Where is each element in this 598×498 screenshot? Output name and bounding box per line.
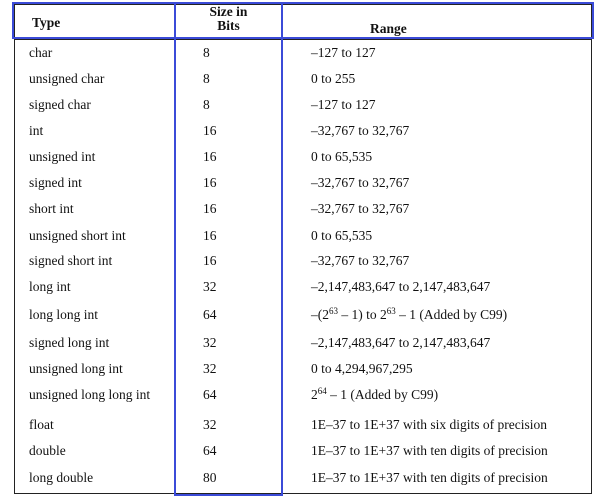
cell-type: short int	[29, 201, 74, 216]
cell-bits: 16	[203, 149, 217, 164]
cell-range: 0 to 4,294,967,295	[311, 361, 413, 376]
header-type: Type	[32, 15, 61, 30]
cell-range: –2,147,483,647 to 2,147,483,647	[311, 279, 491, 294]
cell-range: –(263 – 1) to 263 – 1 (Added by C99)	[311, 304, 507, 326]
exponent: 63	[386, 306, 396, 316]
header-size-in-bits: Size in Bits	[174, 5, 283, 33]
table-frame	[14, 4, 592, 494]
cell-bits: 32	[203, 417, 217, 432]
table-row: signed char 8 –127 to 127	[0, 94, 598, 116]
cell-bits: 16	[203, 123, 217, 138]
table-row: int 16 –32,767 to 32,767	[0, 120, 598, 142]
cell-bits: 64	[203, 307, 217, 322]
table-row: unsigned long int 32 0 to 4,294,967,295	[0, 358, 598, 380]
cell-type: unsigned short int	[29, 228, 126, 243]
cell-range: –32,767 to 32,767	[311, 201, 410, 216]
cell-bits: 16	[203, 253, 217, 268]
table-row: unsigned long long int 64 264 – 1 (Added…	[0, 384, 598, 406]
cell-bits: 80	[203, 470, 217, 485]
cell-range: –32,767 to 32,767	[311, 253, 410, 268]
range-text: –(2	[311, 307, 329, 322]
cell-range: 0 to 65,535	[311, 149, 373, 164]
cell-range: –127 to 127	[311, 45, 376, 60]
cell-type: long long int	[29, 307, 99, 322]
cell-bits: 32	[203, 335, 217, 350]
table-row: float 32 1E–37 to 1E+37 with six digits …	[0, 414, 598, 436]
table-row: unsigned short int 16 0 to 65,535	[0, 225, 598, 247]
cell-type: int	[29, 123, 44, 138]
header-divider	[14, 39, 592, 40]
header-highlight-box	[12, 2, 594, 39]
cell-range: –32,767 to 32,767	[311, 123, 410, 138]
exponent: 63	[329, 306, 338, 316]
cell-bits: 8	[203, 71, 210, 86]
table-row: long double 80 1E–37 to 1E+37 with ten d…	[0, 467, 598, 489]
table-row: unsigned char 8 0 to 255	[0, 68, 598, 90]
cell-bits: 8	[203, 45, 210, 60]
cell-bits: 8	[203, 97, 210, 112]
range-text: – 1 (Added by C99)	[395, 307, 508, 322]
exponent: 64	[317, 386, 327, 396]
cell-bits: 64	[203, 443, 217, 458]
cell-type: unsigned int	[29, 149, 96, 164]
cell-type: unsigned char	[29, 71, 105, 86]
table-row: short int 16 –32,767 to 32,767	[0, 198, 598, 220]
cell-range: –2,147,483,647 to 2,147,483,647	[311, 335, 491, 350]
cell-bits: 32	[203, 279, 217, 294]
cell-bits: 16	[203, 201, 217, 216]
table-row: signed short int 16 –32,767 to 32,767	[0, 250, 598, 272]
cell-bits: 16	[203, 175, 217, 190]
cell-type: float	[29, 417, 54, 432]
cell-bits: 32	[203, 361, 217, 376]
cell-range: –127 to 127	[311, 97, 376, 112]
cell-range: –32,767 to 32,767	[311, 175, 410, 190]
table-row: signed int 16 –32,767 to 32,767	[0, 172, 598, 194]
cell-bits: 64	[203, 387, 217, 402]
cell-type: signed char	[29, 97, 91, 112]
cell-range: 1E–37 to 1E+37 with six digits of precis…	[311, 417, 547, 432]
cell-type: signed int	[29, 175, 82, 190]
cell-bits: 16	[203, 228, 217, 243]
range-text: – 1 (Added by C99)	[326, 387, 439, 402]
cell-type: long double	[29, 470, 94, 485]
table-row: char 8 –127 to 127	[0, 42, 598, 64]
cell-type: long int	[29, 279, 71, 294]
cell-range: 1E–37 to 1E+37 with ten digits of precis…	[311, 443, 548, 458]
cell-type: unsigned long int	[29, 361, 123, 376]
table-row: double 64 1E–37 to 1E+37 with ten digits…	[0, 440, 598, 462]
cell-type: signed long int	[29, 335, 110, 350]
cell-type: signed short int	[29, 253, 113, 268]
cell-type: double	[29, 443, 66, 458]
range-text: – 1) to 2	[338, 307, 387, 322]
table-row: unsigned int 16 0 to 65,535	[0, 146, 598, 168]
cell-type: unsigned long long int	[29, 387, 151, 402]
table-row: long int 32 –2,147,483,647 to 2,147,483,…	[0, 276, 598, 298]
cell-type: char	[29, 45, 53, 60]
cell-range: 1E–37 to 1E+37 with ten digits of precis…	[311, 470, 548, 485]
header-size-line2: Bits	[217, 18, 240, 33]
header-size-line1: Size in	[209, 4, 248, 19]
cell-range: 0 to 65,535	[311, 228, 373, 243]
cell-range: 264 – 1 (Added by C99)	[311, 384, 438, 406]
size-column-highlight-box	[174, 2, 283, 496]
table-row: signed long int 32 –2,147,483,647 to 2,1…	[0, 332, 598, 354]
range-text: 2	[311, 387, 318, 402]
header-range: Range	[370, 21, 407, 36]
table-row: long long int 64 –(263 – 1) to 263 – 1 (…	[0, 304, 598, 326]
cell-range: 0 to 255	[311, 71, 356, 86]
